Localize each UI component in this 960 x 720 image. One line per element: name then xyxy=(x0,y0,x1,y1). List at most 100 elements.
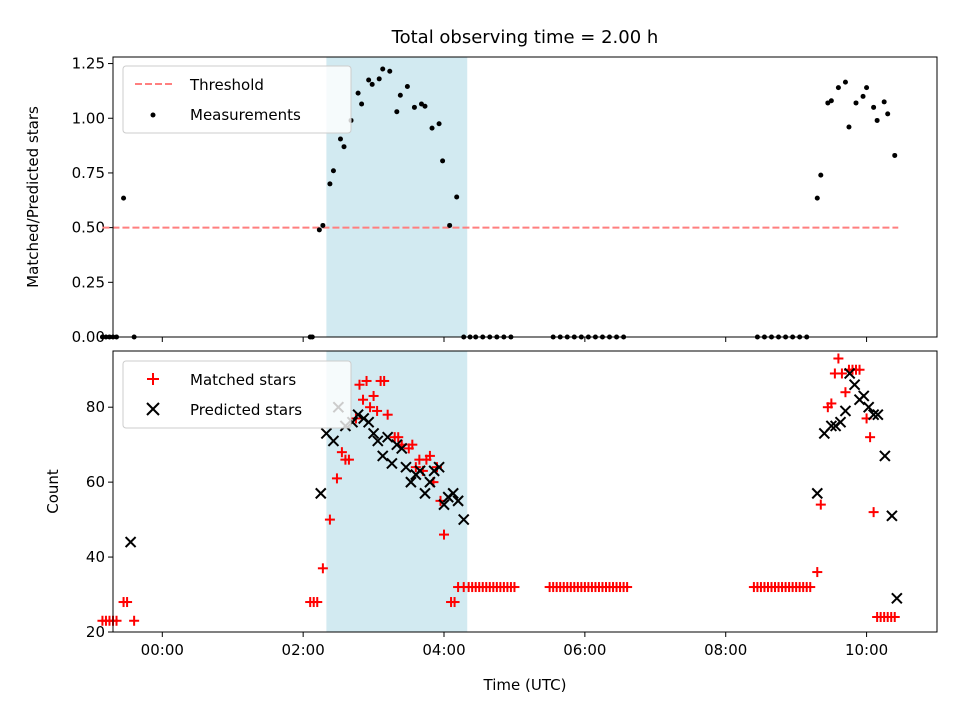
predicted-star-point xyxy=(433,461,445,473)
measurement-point xyxy=(337,136,343,142)
matched-star-point xyxy=(805,582,816,593)
chart-title: Total observing time = 2.00 h xyxy=(391,27,659,48)
measurement-point xyxy=(341,144,347,150)
measurement-point xyxy=(853,100,859,106)
matched-star-point xyxy=(312,597,323,608)
legend-matched-label: Matched stars xyxy=(190,371,296,389)
measurement-point xyxy=(355,90,361,96)
y-tick-label: 40 xyxy=(86,548,105,566)
measurement-point xyxy=(397,92,403,98)
measurement-point xyxy=(376,76,382,82)
top-y-axis-label: Matched/Predicted stars xyxy=(24,106,42,288)
matched-star-point xyxy=(129,615,140,626)
predicted-star-point xyxy=(124,536,137,548)
measurement-point xyxy=(330,168,336,174)
top-legend-box xyxy=(122,65,352,134)
matched-star-point xyxy=(382,409,393,420)
measurement-point xyxy=(440,158,446,164)
predicted-star-point xyxy=(872,408,884,421)
measurement-point xyxy=(103,334,109,340)
matched-star-point xyxy=(368,390,379,401)
measurement-point xyxy=(881,99,887,105)
legend-threshold-label: Threshold xyxy=(189,76,264,94)
bottom-y-axis-label: Count xyxy=(44,469,62,514)
measurement-point xyxy=(327,181,333,187)
top-y-ticks: 0.00 0.25 0.50 0.75 1.00 1.25 xyxy=(72,55,113,346)
y-tick-label: 60 xyxy=(86,473,105,491)
predicted-star-point xyxy=(848,379,861,391)
predicted-star-point xyxy=(843,367,856,380)
x-tick-label: 06:00 xyxy=(563,641,606,659)
measurement-point xyxy=(447,222,453,228)
x-tick-label: 04:00 xyxy=(422,641,465,659)
y-tick-label: 0.00 xyxy=(72,328,105,346)
matched-star-point xyxy=(509,582,520,593)
bottom-y-ticks: 20 40 60 80 xyxy=(86,398,113,641)
measurement-point xyxy=(828,98,834,104)
predicted-star-point xyxy=(396,442,408,455)
y-tick-label: 1.25 xyxy=(72,55,105,73)
measurement-point xyxy=(429,125,435,131)
top-x-ticks xyxy=(161,337,868,342)
predicted-star-point xyxy=(419,487,431,500)
predicted-star-point xyxy=(886,510,898,522)
predicted-star-point xyxy=(447,487,459,500)
measurement-point xyxy=(818,172,824,178)
matched-star-point xyxy=(336,447,347,458)
measurement-point xyxy=(411,104,417,110)
measurement-point xyxy=(316,227,322,233)
matched-star-point xyxy=(826,398,837,409)
bottom-axes-frame xyxy=(112,350,938,633)
measurement-point xyxy=(121,195,127,201)
measurement-point xyxy=(846,124,852,130)
y-tick-label: 0.25 xyxy=(72,273,105,291)
top-series xyxy=(99,66,899,340)
measurement-point xyxy=(436,121,442,127)
predicted-star-point xyxy=(327,435,340,447)
predicted-star-point xyxy=(891,592,903,604)
predicted-star-point xyxy=(424,476,436,488)
matched-star-point xyxy=(815,499,826,510)
predicted-star-point xyxy=(858,390,870,402)
matched-star-point xyxy=(379,375,390,386)
matched-star-point xyxy=(393,432,404,443)
x-tick-label: 02:00 xyxy=(282,641,325,659)
predicted-star-point xyxy=(352,408,364,421)
legend-predicted-swatch xyxy=(146,402,160,416)
y-tick-label: 20 xyxy=(86,623,105,641)
y-tick-label: 1.00 xyxy=(72,109,105,127)
measurement-point xyxy=(814,195,820,201)
matched-star-point xyxy=(407,439,418,450)
matched-star-point xyxy=(439,529,450,540)
measurement-point xyxy=(454,194,460,200)
predicted-star-point xyxy=(452,495,464,507)
predicted-star-point xyxy=(362,416,375,428)
matched-star-point xyxy=(889,612,900,623)
measurement-point xyxy=(106,334,112,340)
predicted-star-point xyxy=(811,487,823,500)
measurement-point xyxy=(366,77,372,83)
measurement-point xyxy=(320,222,326,228)
matched-star-point xyxy=(365,402,376,413)
matched-star-point xyxy=(343,454,354,465)
predicted-star-point xyxy=(400,461,412,473)
y-tick-label: 0.75 xyxy=(72,164,105,182)
top-panel: 0.00 0.25 0.50 0.75 1.00 1.25 Matched/Predict… xyxy=(24,55,938,346)
matched-star-point xyxy=(840,387,851,398)
predicted-star-point xyxy=(377,450,389,462)
legend-matched-swatch xyxy=(147,373,159,385)
predicted-star-point xyxy=(458,513,470,526)
x-axis-label: Time (UTC) xyxy=(483,676,567,694)
matched-star-point xyxy=(812,567,823,578)
measurement-point xyxy=(380,66,386,72)
measurement-point xyxy=(422,103,428,109)
top-axes-frame xyxy=(112,56,938,338)
matched-star-point xyxy=(122,597,133,608)
matched-star-point xyxy=(836,368,847,379)
measurement-point xyxy=(835,85,841,91)
measurement-point xyxy=(404,84,410,90)
measurement-point xyxy=(871,104,877,110)
predicted-star-point xyxy=(825,420,838,432)
measurement-point xyxy=(387,68,393,74)
